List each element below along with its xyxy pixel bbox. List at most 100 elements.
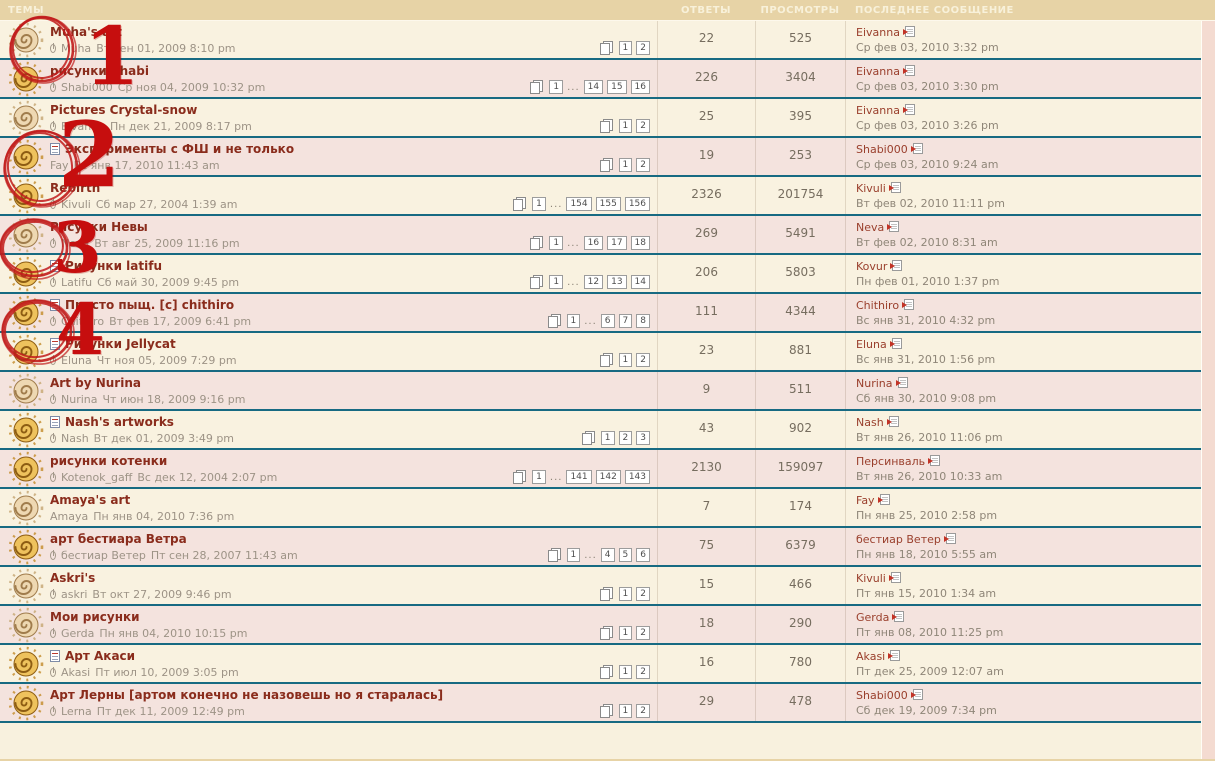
page-number-button[interactable]: 14 <box>583 80 604 94</box>
page-number-button[interactable]: 5 <box>618 548 633 562</box>
topic-author-link[interactable]: askri <box>61 587 88 601</box>
topic-author-link[interactable]: Gerda <box>61 626 95 640</box>
view-latest-post-icon[interactable] <box>889 338 902 349</box>
topic-title-link[interactable]: Рисунки Jellycat <box>65 337 176 351</box>
goto-page-icon[interactable] <box>513 470 527 484</box>
view-latest-post-icon[interactable] <box>888 572 901 583</box>
page-number-button[interactable]: 16 <box>630 80 650 94</box>
topic-title-link[interactable]: Арт Лерны [артом конечно не назовешь но … <box>50 688 444 702</box>
page-number-button[interactable]: 1 <box>532 470 546 484</box>
page-number-button[interactable]: 6 <box>600 314 615 328</box>
last-post-author-link[interactable]: Eivanna <box>856 26 900 39</box>
page-number-button[interactable]: 4 <box>600 548 615 562</box>
page-number-button[interactable]: 2 <box>636 119 650 133</box>
last-post-author-link[interactable]: бестиар Ветер <box>856 533 941 546</box>
last-post-author-link[interactable]: Gerda <box>856 611 890 624</box>
goto-page-icon[interactable] <box>530 275 544 289</box>
page-number-button[interactable]: 1 <box>549 236 564 250</box>
topic-author-link[interactable]: Amaya <box>50 509 89 523</box>
goto-page-icon[interactable] <box>530 236 544 250</box>
page-number-button[interactable]: 1 <box>618 119 633 133</box>
goto-page-icon[interactable] <box>547 314 561 328</box>
topic-author-link[interactable]: Fay <box>50 158 69 172</box>
page-number-button[interactable]: 155 <box>595 197 621 211</box>
last-post-author-link[interactable]: Kivuli <box>856 572 886 585</box>
last-post-author-link[interactable]: Neva <box>856 221 885 234</box>
last-post-author-link[interactable]: Персинваль <box>856 455 926 468</box>
topic-author-link[interactable]: Muha <box>61 41 92 55</box>
goto-page-icon[interactable] <box>547 548 561 562</box>
topic-author-link[interactable]: Nash <box>61 431 89 445</box>
topic-author-link[interactable]: Eivanna <box>61 119 105 133</box>
page-number-button[interactable]: 1 <box>618 41 633 55</box>
view-latest-post-icon[interactable] <box>910 143 923 154</box>
topic-author-link[interactable]: Chithiro <box>61 314 105 328</box>
view-latest-post-icon[interactable] <box>887 221 900 232</box>
view-latest-post-icon[interactable] <box>928 455 941 466</box>
goto-page-icon[interactable] <box>599 587 613 601</box>
page-number-button[interactable]: 2 <box>636 704 650 718</box>
topic-author-link[interactable]: бестиар Ветер <box>61 548 146 562</box>
page-number-button[interactable]: 1 <box>618 704 633 718</box>
topic-author-link[interactable]: Lerna <box>61 704 92 718</box>
goto-page-icon[interactable] <box>599 158 613 172</box>
topic-author-link[interactable]: Neva <box>61 236 90 250</box>
view-latest-post-icon[interactable] <box>892 611 905 622</box>
page-number-button[interactable]: 8 <box>636 314 650 328</box>
goto-page-icon[interactable] <box>599 665 613 679</box>
topic-author-link[interactable]: Shabi000 <box>61 80 113 94</box>
last-post-author-link[interactable]: Eivanna <box>856 104 900 117</box>
goto-page-icon[interactable] <box>599 119 613 133</box>
topic-title-link[interactable]: Арт Акаси <box>65 649 136 663</box>
page-number-button[interactable]: 13 <box>607 275 627 289</box>
page-number-button[interactable]: 156 <box>624 197 650 211</box>
goto-page-icon[interactable] <box>599 353 613 367</box>
page-number-button[interactable]: 18 <box>630 236 650 250</box>
page-number-button[interactable]: 1 <box>566 314 581 328</box>
page-number-button[interactable]: 1 <box>549 80 564 94</box>
view-latest-post-icon[interactable] <box>888 650 901 661</box>
topic-author-link[interactable]: Akasi <box>61 665 91 679</box>
topic-title-link[interactable]: Art by Nurina <box>50 376 141 390</box>
page-number-button[interactable]: 2 <box>636 353 650 367</box>
page-number-button[interactable]: 7 <box>618 314 633 328</box>
goto-page-icon[interactable] <box>581 431 595 445</box>
page-number-button[interactable]: 2 <box>636 158 650 172</box>
topic-title-link[interactable]: рисунки котенки <box>50 454 168 468</box>
page-number-button[interactable]: 15 <box>607 80 627 94</box>
topic-title-link[interactable]: Мои рисунки <box>50 610 140 624</box>
topic-title-link[interactable]: Amaya's art <box>50 493 131 507</box>
page-number-button[interactable]: 17 <box>607 236 627 250</box>
page-number-button[interactable]: 1 <box>549 275 564 289</box>
topic-title-link[interactable]: Рисунки Невы <box>50 220 148 234</box>
page-number-button[interactable]: 1 <box>618 587 633 601</box>
topic-title-link[interactable]: Askri's <box>50 571 96 585</box>
page-number-button[interactable]: 2 <box>636 665 650 679</box>
goto-page-icon[interactable] <box>599 41 613 55</box>
topic-title-link[interactable]: Эксперименты с ФШ и не только <box>65 142 295 156</box>
page-number-button[interactable]: 1 <box>618 353 633 367</box>
view-latest-post-icon[interactable] <box>910 689 923 700</box>
page-number-button[interactable]: 16 <box>583 236 604 250</box>
topic-title-link[interactable]: Рисунки latifu <box>65 259 162 273</box>
topic-author-link[interactable]: Kotenok_gaff <box>61 470 133 484</box>
topic-title-link[interactable]: Pictures Crystal-snow <box>50 103 198 117</box>
page-number-button[interactable]: 1 <box>566 548 581 562</box>
page-number-button[interactable]: 3 <box>636 431 650 445</box>
last-post-author-link[interactable]: Nurina <box>856 377 893 390</box>
last-post-author-link[interactable]: Eivanna <box>856 65 900 78</box>
view-latest-post-icon[interactable] <box>895 377 908 388</box>
page-number-button[interactable]: 1 <box>618 665 633 679</box>
goto-page-icon[interactable] <box>530 80 544 94</box>
page-number-button[interactable]: 1 <box>618 626 633 640</box>
last-post-author-link[interactable]: Nash <box>856 416 884 429</box>
topic-title-link[interactable]: Rebirth <box>50 181 101 195</box>
last-post-author-link[interactable]: Akasi <box>856 650 886 663</box>
topic-title-link[interactable]: Muha's art <box>50 25 122 39</box>
view-latest-post-icon[interactable] <box>890 260 903 271</box>
page-number-button[interactable]: 1 <box>600 431 615 445</box>
view-latest-post-icon[interactable] <box>943 533 956 544</box>
view-latest-post-icon[interactable] <box>902 26 915 37</box>
page-number-button[interactable]: 154 <box>566 197 592 211</box>
topic-author-link[interactable]: Kivuli <box>61 197 91 211</box>
